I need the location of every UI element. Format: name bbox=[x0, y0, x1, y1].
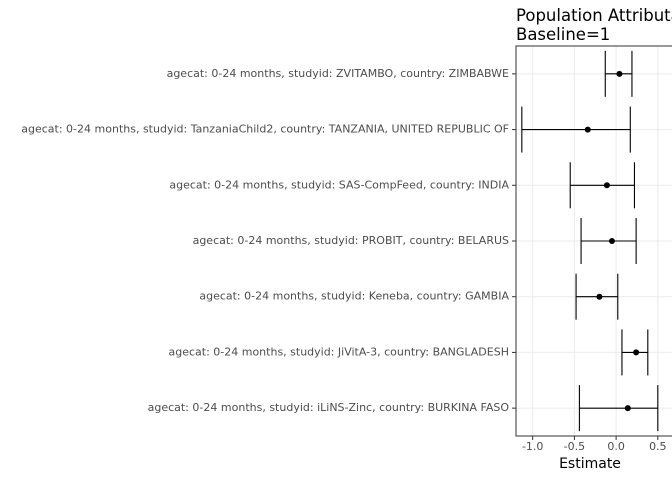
point bbox=[624, 405, 631, 412]
point bbox=[616, 70, 623, 77]
x-axis-title: Estimate bbox=[559, 456, 621, 472]
y-tick-label: agecat: 0-24 months, studyid: ZVITAMBO, … bbox=[167, 67, 509, 80]
x-tick-label: 0.0 bbox=[607, 440, 625, 453]
point bbox=[603, 182, 610, 189]
y-tick-label: agecat: 0-24 months, studyid: PROBIT, co… bbox=[193, 234, 509, 247]
point bbox=[596, 293, 603, 300]
point bbox=[633, 349, 640, 356]
point bbox=[608, 238, 615, 244]
y-tick-label: agecat: 0-24 months, studyid: JiVitA-3, … bbox=[168, 345, 509, 358]
point bbox=[584, 126, 591, 133]
chart-title: Population Attributa bbox=[516, 6, 672, 25]
y-tick-label: agecat: 0-24 months, studyid: TanzaniaCh… bbox=[21, 123, 509, 136]
y-tick-label: agecat: 0-24 months, studyid: SAS-CompFe… bbox=[169, 178, 509, 191]
x-tick-label: -0.5 bbox=[564, 440, 585, 453]
x-tick-label: -1.0 bbox=[522, 440, 543, 453]
y-tick-label: agecat: 0-24 months, studyid: Keneba, co… bbox=[199, 290, 509, 303]
y-tick-label: agecat: 0-24 months, studyid: iLiNS-Zinc… bbox=[148, 401, 510, 414]
x-tick-label: 0.5 bbox=[649, 440, 667, 453]
chart-subtitle: Baseline=1 bbox=[516, 25, 610, 44]
